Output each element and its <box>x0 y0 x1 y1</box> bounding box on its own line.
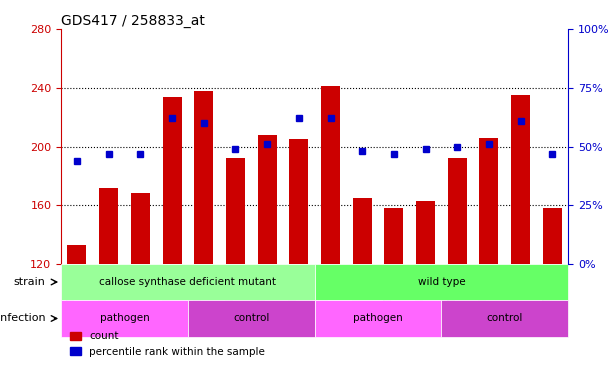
Bar <box>448 158 467 264</box>
Bar <box>384 208 403 264</box>
Text: control: control <box>486 314 523 324</box>
Text: infection: infection <box>0 314 45 324</box>
FancyBboxPatch shape <box>61 264 315 300</box>
Bar <box>163 97 181 264</box>
Bar <box>131 193 150 264</box>
Text: control: control <box>233 314 269 324</box>
FancyBboxPatch shape <box>441 300 568 337</box>
Bar <box>353 198 371 264</box>
Bar <box>480 138 499 264</box>
Bar <box>67 245 87 264</box>
Legend: count, percentile rank within the sample: count, percentile rank within the sample <box>67 327 269 361</box>
FancyBboxPatch shape <box>315 264 568 300</box>
Bar <box>226 158 245 264</box>
Bar <box>321 86 340 264</box>
Text: pathogen: pathogen <box>100 314 149 324</box>
Bar <box>258 135 277 264</box>
Bar <box>290 139 309 264</box>
Text: callose synthase deficient mutant: callose synthase deficient mutant <box>100 277 276 287</box>
Text: pathogen: pathogen <box>353 314 403 324</box>
FancyBboxPatch shape <box>61 300 188 337</box>
Bar <box>511 95 530 264</box>
Text: wild type: wild type <box>418 277 465 287</box>
Bar <box>194 91 213 264</box>
Bar <box>99 187 118 264</box>
FancyBboxPatch shape <box>188 300 315 337</box>
Bar <box>416 201 435 264</box>
Bar <box>543 208 562 264</box>
FancyBboxPatch shape <box>315 300 441 337</box>
Text: GDS417 / 258833_at: GDS417 / 258833_at <box>61 14 205 28</box>
Text: strain: strain <box>13 277 45 287</box>
